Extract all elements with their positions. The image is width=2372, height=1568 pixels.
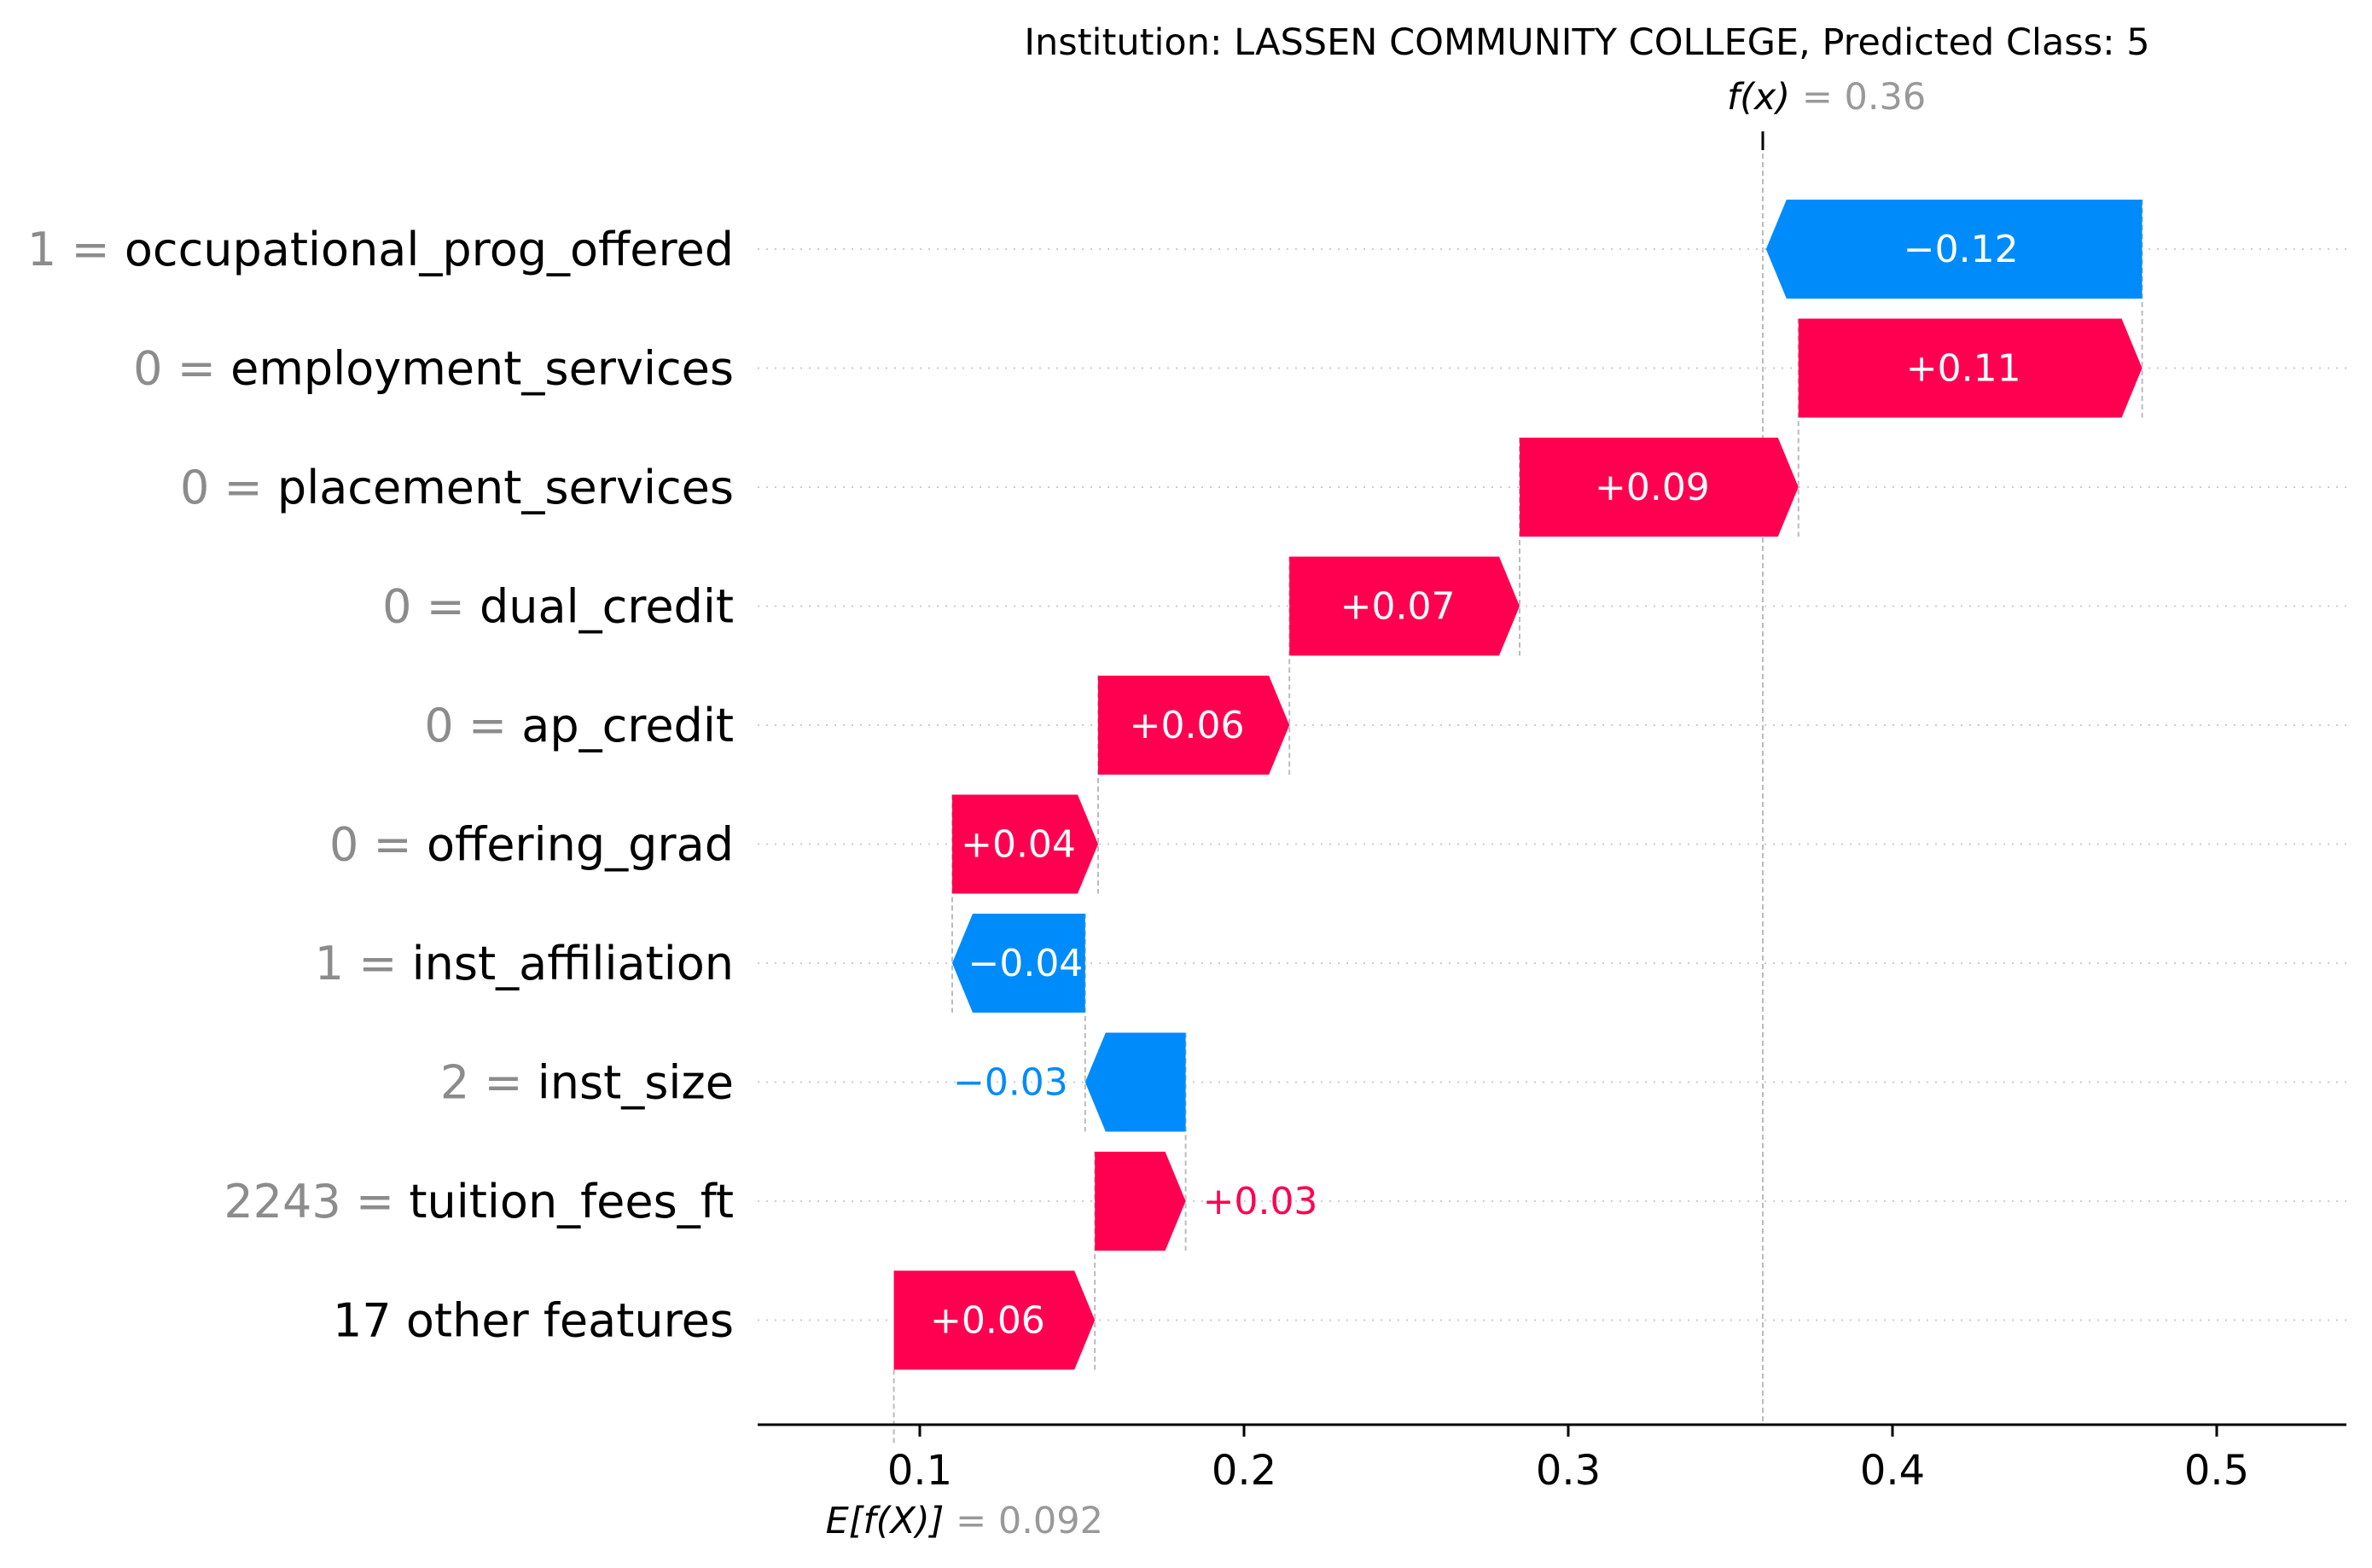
bar-value-label: −0.04 xyxy=(968,942,1083,985)
feature-name: tuition_fees_ft xyxy=(409,1175,734,1228)
feature-label: 17 other features xyxy=(333,1294,734,1348)
bar-inst-affiliation xyxy=(952,914,1085,1013)
x-tick-label: 0.2 xyxy=(1212,1447,1276,1495)
feature-label: 0 = dual_credit xyxy=(382,580,734,634)
bar-17-other-features xyxy=(893,1270,1096,1370)
bar-occupational-prog-offered xyxy=(1765,200,2142,299)
feature-equals: = xyxy=(411,580,480,634)
x-tick-label: 0.1 xyxy=(887,1447,952,1495)
feature-name: inst_affiliation xyxy=(412,937,734,990)
bar-ap-credit xyxy=(1098,676,1290,775)
feature-value: 1 xyxy=(27,223,56,276)
bar-offering-grad xyxy=(952,794,1098,894)
chart-title: Institution: LASSEN COMMUNITY COLLEGE, P… xyxy=(1024,21,2149,64)
feature-value: 0 xyxy=(424,699,453,752)
feature-value: 2243 xyxy=(224,1175,340,1228)
fx-label: f(x) xyxy=(1727,76,1790,119)
bar-value-label: +0.04 xyxy=(961,823,1076,867)
efx-value: 0.092 xyxy=(998,1500,1103,1542)
feature-name: 17 other features xyxy=(333,1294,734,1348)
bar-value-label: −0.03 xyxy=(953,1061,1068,1105)
feature-equals: = xyxy=(469,1056,538,1110)
feature-label: 2 = inst_size xyxy=(440,1056,734,1110)
feature-equals: = xyxy=(163,342,231,396)
feature-equals: = xyxy=(56,223,125,276)
feature-name: occupational_prog_offered xyxy=(125,223,734,276)
bar-value-label: +0.07 xyxy=(1340,585,1456,629)
feature-value: 0 xyxy=(180,461,209,514)
feature-label: 0 = ap_credit xyxy=(424,699,734,752)
x-tick-label: 0.3 xyxy=(1536,1447,1601,1495)
feature-label: 2243 = tuition_fees_ft xyxy=(224,1175,734,1228)
feature-label: 0 = offering_grad xyxy=(329,818,734,872)
x-tick-label: 0.5 xyxy=(2184,1447,2249,1495)
feature-name: dual_credit xyxy=(480,580,734,634)
feature-equals: = xyxy=(358,818,427,872)
x-tick-label: 0.4 xyxy=(1860,1447,1925,1495)
feature-name: ap_credit xyxy=(521,699,734,752)
bar-value-label: +0.06 xyxy=(930,1299,1045,1343)
bar-employment-services xyxy=(1798,318,2142,418)
bar-value-label: +0.06 xyxy=(1130,704,1245,747)
feature-value: 1 xyxy=(315,937,344,990)
x-axis: 0.1 0.2 0.3 0.4 0.5 xyxy=(758,1423,2346,1495)
feature-equals: = xyxy=(209,461,277,514)
feature-name: inst_size xyxy=(538,1056,734,1110)
efx-equals: = xyxy=(956,1500,998,1542)
bar-value-label: +0.11 xyxy=(1906,347,2021,391)
feature-name: placement_services xyxy=(277,461,734,514)
bar-value-label: +0.09 xyxy=(1595,466,1710,509)
feature-equals: = xyxy=(454,699,522,752)
bar-value-label: −0.12 xyxy=(1904,228,2019,271)
feature-value: 2 xyxy=(440,1056,469,1110)
feature-value: 0 xyxy=(382,580,411,634)
bar-inst-size xyxy=(1084,1032,1186,1132)
feature-label: 1 = occupational_prog_offered xyxy=(27,223,734,276)
feature-labels: 1 = occupational_prog_offered 0 = employm… xyxy=(27,223,734,1348)
bars: −0.12 +0.11 +0.09 +0.07 +0.06 +0.04 −0.04 −0.03… xyxy=(893,200,2142,1370)
fx-value: 0.36 xyxy=(1845,76,1927,119)
feature-label: 1 = inst_affiliation xyxy=(315,937,734,990)
feature-equals: = xyxy=(341,1175,410,1228)
bar-placement-services xyxy=(1520,438,1799,537)
feature-name: offering_grad xyxy=(427,818,734,872)
bar-value-label: +0.03 xyxy=(1203,1180,1318,1223)
feature-label: 0 = placement_services xyxy=(180,461,734,514)
fx-annotation: f(x) = 0.36 xyxy=(1727,76,1926,119)
feature-label: 0 = employment_services xyxy=(133,342,734,396)
efx-annotation: E[f(X)] = 0.092 xyxy=(826,1500,1103,1542)
feature-equals: = xyxy=(344,937,412,990)
efx-label: E[f(X)] xyxy=(826,1500,945,1542)
fx-equals: = xyxy=(1802,76,1845,119)
feature-value: 0 xyxy=(133,342,162,396)
bar-tuition-fees-ft xyxy=(1095,1152,1186,1251)
bar-dual-credit xyxy=(1289,556,1520,656)
feature-value: 0 xyxy=(329,818,358,872)
feature-name: employment_services xyxy=(230,342,734,396)
